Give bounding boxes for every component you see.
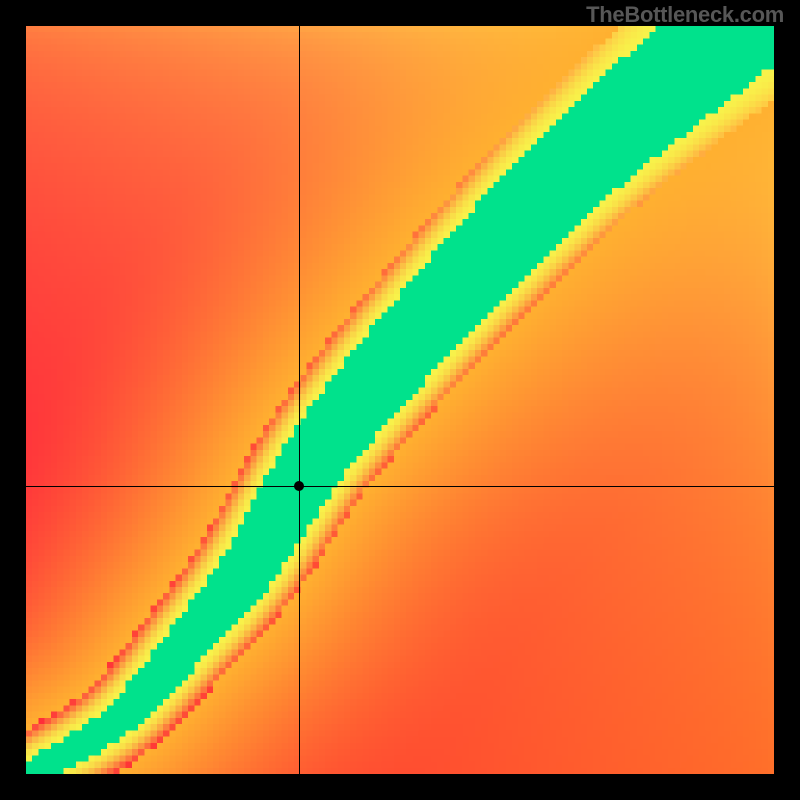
crosshair-horizontal: [26, 486, 774, 487]
chart-container: TheBottleneck.com: [0, 0, 800, 800]
heatmap-canvas: [26, 26, 774, 774]
crosshair-vertical: [299, 26, 300, 774]
watermark-text: TheBottleneck.com: [586, 2, 784, 28]
marker-dot: [294, 481, 304, 491]
